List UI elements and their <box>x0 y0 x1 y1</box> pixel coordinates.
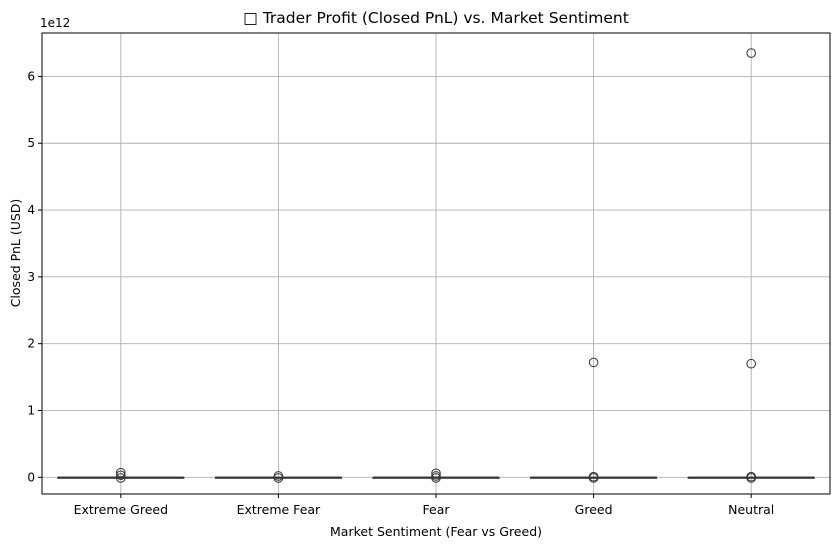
y-tick-label: 4 <box>27 203 35 217</box>
outlier-point <box>116 473 126 483</box>
outlier-point <box>588 357 599 368</box>
y-tick-label: 5 <box>27 136 35 150</box>
box-extreme-greed <box>57 467 185 483</box>
outlier-point <box>273 473 284 483</box>
x-tick-label: Greed <box>575 502 613 517</box>
outlier-point <box>431 468 441 479</box>
box-greed <box>530 357 658 483</box>
y-tick-label: 1 <box>27 403 35 417</box>
box-extreme-fear <box>214 471 342 483</box>
box-neutral <box>687 48 815 483</box>
x-tick-label: Neutral <box>728 502 774 517</box>
outlier-point <box>746 48 757 58</box>
x-axis-label: Market Sentiment (Fear vs Greed) <box>330 524 542 539</box>
y-tick-label: 3 <box>27 270 35 284</box>
outlier-point <box>116 467 126 478</box>
y-offset-label: 1e12 <box>40 16 70 30</box>
y-tick-label: 0 <box>27 470 35 484</box>
grid-layer <box>42 33 830 494</box>
outlier-point <box>746 358 757 369</box>
chart-title: □ Trader Profit (Closed PnL) vs. Market … <box>243 9 629 27</box>
box-layer <box>57 48 815 483</box>
y-tick-label: 6 <box>27 69 35 83</box>
outlier-point <box>588 473 599 483</box>
x-tick-label: Extreme Greed <box>74 502 168 517</box>
y-tick-label: 2 <box>27 337 35 351</box>
x-tick-label: Fear <box>423 502 451 517</box>
y-axis-label: Closed PnL (USD) <box>8 199 23 308</box>
outlier-point <box>431 473 441 483</box>
x-tick-label: Extreme Fear <box>237 502 321 517</box>
axis-layer: 0 1 2 3 4 5 6 Extreme Greed Extreme Fear Fear Gree… <box>27 32 831 517</box>
outlier-point <box>116 470 126 481</box>
outlier-point <box>746 473 757 483</box>
box-fear <box>372 468 500 483</box>
